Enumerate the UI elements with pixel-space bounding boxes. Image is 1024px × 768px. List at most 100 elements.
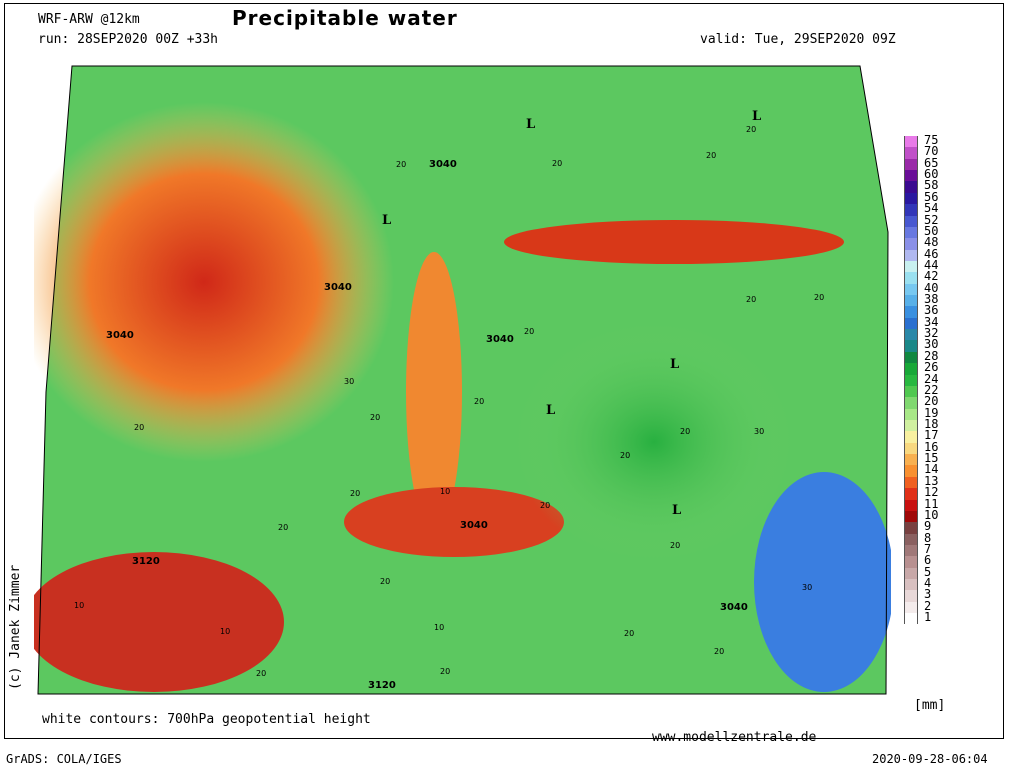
legend-swatch	[904, 317, 918, 330]
pw-label: 20	[714, 647, 724, 656]
legend-label: 2	[924, 598, 932, 613]
legend-swatch	[904, 283, 918, 296]
legend-swatch	[904, 363, 918, 375]
website-link[interactable]: www.modellzentrale.de	[652, 730, 817, 745]
legend-row: 38	[904, 293, 938, 307]
legend-row: 15	[904, 452, 938, 466]
legend-label: 44	[924, 257, 939, 272]
legend-swatch	[904, 522, 918, 534]
contour-label: 3120	[368, 680, 396, 691]
legend-label: 48	[924, 235, 939, 250]
low-marker: L	[672, 503, 681, 518]
low-marker: L	[546, 403, 555, 418]
pw-label: 20	[540, 501, 550, 510]
legend-swatch	[904, 419, 918, 432]
plot-frame	[4, 3, 1004, 739]
legend-swatch	[904, 136, 918, 148]
legend-label: 56	[924, 189, 939, 204]
legend-row: 26	[904, 361, 938, 375]
legend-row: 28	[904, 350, 938, 364]
legend-swatch	[904, 431, 918, 443]
legend-label: 24	[924, 371, 939, 386]
legend-label: 11	[924, 496, 939, 511]
legend-swatch	[904, 544, 918, 557]
pw-label: 10	[440, 487, 450, 496]
legend-row: 65	[904, 157, 938, 171]
legend-label: 12	[924, 485, 939, 500]
legend-label: 30	[924, 337, 939, 352]
legend-label: 58	[924, 178, 939, 193]
legend-row: 1	[904, 611, 931, 625]
pw-label: 20	[370, 413, 380, 422]
legend-label: 17	[924, 428, 939, 443]
legend-unit: [mm]	[914, 698, 946, 713]
low-marker: L	[752, 109, 761, 124]
legend-row: 58	[904, 179, 938, 193]
legend-label: 42	[924, 269, 939, 284]
pw-label: 20	[620, 451, 630, 460]
legend-label: 1	[924, 610, 932, 625]
legend-label: 6	[924, 553, 932, 568]
legend-row: 24	[904, 373, 938, 386]
pw-label: 20	[380, 577, 390, 586]
legend-label: 5	[924, 564, 932, 579]
legend-swatch	[904, 397, 918, 409]
legend-swatch	[904, 215, 918, 227]
legend-row: 20	[904, 395, 938, 409]
legend-row: 13	[904, 475, 938, 489]
low-marker: L	[526, 117, 535, 132]
legend-swatch	[904, 340, 918, 352]
legend-label: 46	[924, 246, 939, 261]
pw-label: 10	[220, 627, 230, 636]
legend-swatch	[904, 442, 918, 455]
legend-swatch	[904, 454, 918, 466]
timestamp: 2020-09-28-06:04	[872, 752, 988, 766]
legend-swatch	[904, 601, 918, 614]
legend-label: 52	[924, 212, 939, 227]
legend-row: 5	[904, 566, 931, 580]
legend-swatch	[904, 488, 918, 500]
legend-swatch	[904, 556, 918, 568]
legend-swatch	[904, 533, 918, 545]
legend-label: 70	[924, 144, 939, 159]
low-marker: L	[670, 357, 679, 372]
pw-label: 20	[670, 541, 680, 550]
legend-label: 50	[924, 223, 939, 238]
contour-label: 3040	[486, 334, 514, 345]
legend-label: 54	[924, 201, 939, 216]
pw-label: 20	[680, 427, 690, 436]
dry-region-alps	[344, 487, 564, 557]
legend-swatch	[904, 613, 918, 625]
legend-row: 60	[904, 168, 938, 182]
legend-label: 40	[924, 280, 939, 295]
legend-row: 52	[904, 214, 938, 227]
legend-label: 26	[924, 360, 939, 375]
legend-swatch	[904, 385, 918, 398]
legend-swatch	[904, 295, 918, 307]
legend-label: 36	[924, 303, 939, 318]
legend-swatch	[904, 567, 918, 580]
map-domain-border	[37, 65, 889, 695]
legend-label: 34	[924, 314, 939, 329]
legend-label: 16	[924, 439, 939, 454]
legend-row: 40	[904, 282, 938, 296]
legend-row: 16	[904, 441, 938, 455]
pw-label: 20	[256, 669, 266, 678]
moist-region-central	[514, 322, 794, 562]
pw-label: 10	[434, 623, 444, 632]
legend-swatch	[904, 147, 918, 159]
legend-swatch	[904, 590, 918, 602]
legend-row: 50	[904, 225, 938, 239]
contour-label: 3040	[106, 330, 134, 341]
legend-swatch	[904, 476, 918, 489]
low-marker: L	[382, 213, 391, 228]
legend-row: 30	[904, 338, 938, 352]
pw-label: 20	[624, 629, 634, 638]
legend-swatch	[904, 238, 918, 250]
legend-swatch	[904, 192, 918, 205]
color-legend: 75 70 65 60 58 56 54 52 50 48 46 44 42 40 38 36 34 32 30 28…	[904, 134, 938, 625]
legend-swatch	[904, 510, 918, 523]
legend-swatch	[904, 374, 918, 386]
pw-label: 20	[746, 295, 756, 304]
legend-row: 4	[904, 577, 931, 591]
